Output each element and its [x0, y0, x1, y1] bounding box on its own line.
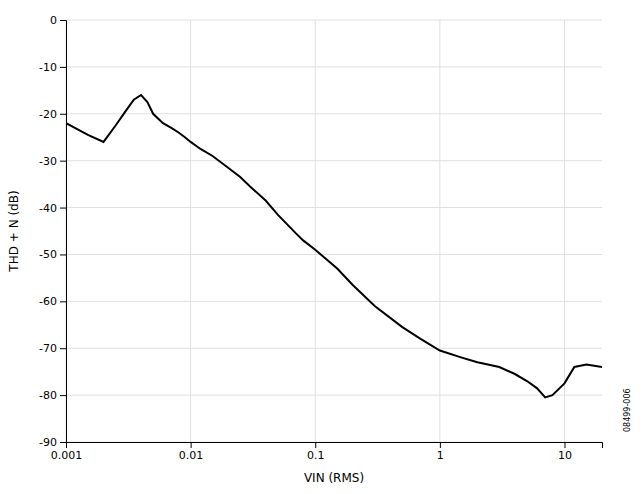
- tick-mark: [60, 395, 66, 396]
- tick: -30: [39, 155, 66, 168]
- tick-mark: [60, 20, 66, 21]
- x-axis-title: VIN (RMS): [304, 471, 364, 485]
- grid-line: [66, 207, 602, 208]
- plot: 0.001 0.01 0.1 1 10 0 -10 -20 -30 -40 -50 -60 -70 -80…: [39, 14, 602, 462]
- tick: -50: [39, 248, 66, 261]
- tick-label: -40: [39, 202, 57, 215]
- tick-label: -50: [39, 248, 57, 261]
- grid-line: [66, 254, 602, 255]
- grid-line: [66, 301, 602, 302]
- tick-mark: [60, 161, 66, 162]
- tick: -70: [39, 342, 66, 355]
- line: [66, 95, 602, 397]
- tick: 10: [558, 442, 572, 462]
- tick: -60: [39, 295, 66, 308]
- tick-label: -30: [39, 155, 57, 168]
- tick: 0.1: [307, 442, 325, 462]
- tick-label: -10: [39, 61, 57, 74]
- tick-mark: [60, 114, 66, 115]
- tick: -10: [39, 61, 66, 74]
- tick: 1: [437, 442, 444, 462]
- y-axis-title: THD + N (dB): [7, 190, 21, 272]
- tick: -90: [39, 436, 66, 449]
- tick-mark: [60, 301, 66, 302]
- marks: [66, 95, 602, 397]
- tick-mark: [60, 67, 66, 68]
- tick-label: 0.001: [51, 449, 83, 462]
- tick: -20: [39, 108, 66, 121]
- grid-line: [190, 20, 191, 442]
- grid-line: [66, 20, 602, 21]
- grid-line: [66, 160, 602, 161]
- tick-label: 0: [50, 14, 57, 27]
- tick-label: -90: [39, 436, 57, 449]
- tick-label: -80: [39, 389, 57, 402]
- axis-line: [60, 21, 67, 443]
- tick: -80: [39, 389, 66, 402]
- tick-label: 10: [558, 449, 572, 462]
- tick-label: 1: [437, 449, 444, 462]
- grid-line: [439, 20, 440, 442]
- x-axis: 0.001 0.01 0.1 1 10: [51, 442, 603, 462]
- grid-line: [66, 113, 602, 114]
- y-axis: 0 -10 -20 -30 -40 -50 -60 -70 -80 -90: [39, 14, 66, 449]
- tick-label: 0.01: [179, 449, 204, 462]
- tick-label: -20: [39, 108, 57, 121]
- tick: 0.01: [179, 442, 204, 462]
- tick: -40: [39, 202, 66, 215]
- annotation: 08499-006: [623, 388, 632, 432]
- tick-mark: [60, 348, 66, 349]
- grid: [66, 20, 602, 442]
- grid-line: [564, 20, 565, 442]
- grid-line: [66, 66, 602, 67]
- grid-line: [315, 20, 316, 442]
- grid-line: [66, 348, 602, 349]
- tick-label: -60: [39, 295, 57, 308]
- tick-mark: [440, 442, 441, 448]
- grid-line: [66, 395, 602, 396]
- tick-label: 0.1: [307, 449, 325, 462]
- tick: 0: [50, 14, 66, 27]
- axis-line: [67, 443, 603, 449]
- tick-mark: [191, 442, 192, 448]
- tick-mark: [315, 442, 316, 448]
- tick-mark: [60, 208, 66, 209]
- tick-mark: [564, 442, 565, 448]
- chart: 0.001 0.01 0.1 1 10 0 -10 -20 -30 -40 -50 -60 -70 -80…: [0, 0, 642, 494]
- tick-mark: [60, 254, 66, 255]
- tick-mark: [60, 442, 66, 443]
- tick-label: -70: [39, 342, 57, 355]
